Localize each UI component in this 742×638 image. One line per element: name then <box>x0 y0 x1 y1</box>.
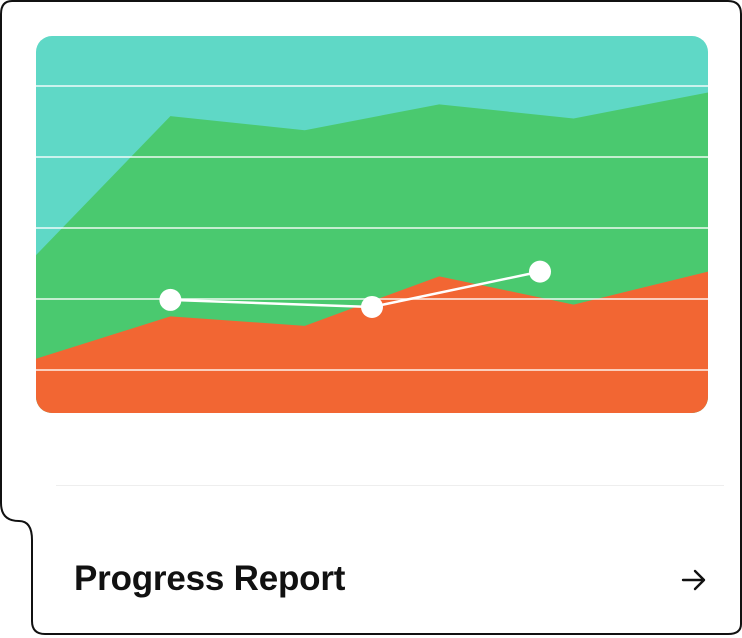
progress-chart <box>36 36 708 413</box>
area-series-2 <box>36 271 708 413</box>
chart-svg <box>36 36 708 413</box>
divider <box>56 485 724 486</box>
overlay-point <box>159 288 182 311</box>
overlay-point <box>361 295 383 318</box>
arrow-right-icon[interactable] <box>680 566 708 594</box>
card-title: Progress Report <box>74 559 346 598</box>
overlay-point <box>529 260 551 283</box>
card-footer[interactable]: Progress Report <box>36 530 708 630</box>
